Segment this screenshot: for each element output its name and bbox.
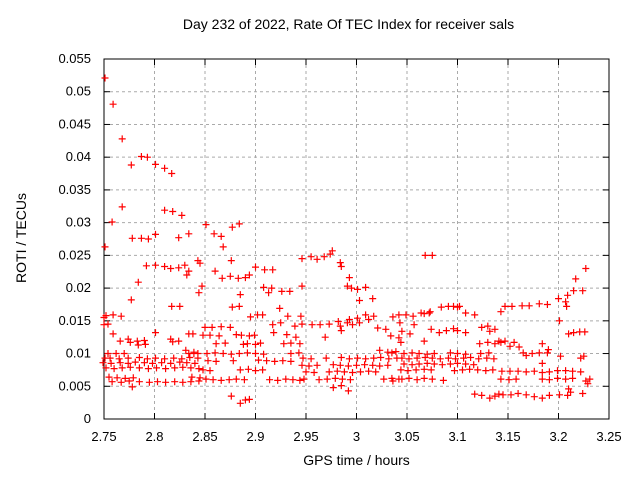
x-tick-label: 2.8	[145, 429, 163, 444]
x-tick-label: 2.95	[293, 429, 318, 444]
y-tick-label: 0.05	[66, 84, 91, 99]
x-tick-label: 3.1	[448, 429, 466, 444]
y-tick-label: 0.04	[66, 149, 91, 164]
y-tick-label: 0.055	[58, 51, 91, 66]
y-tick-label: 0.03	[66, 215, 91, 230]
y-tick-label: 0.035	[58, 182, 91, 197]
chart-title: Day 232 of 2022, Rate Of TEC Index for r…	[182, 16, 515, 32]
y-tick-label: 0.015	[58, 313, 91, 328]
x-tick-label: 3.25	[596, 429, 621, 444]
y-tick-label: 0	[84, 411, 91, 426]
x-tick-label: 2.75	[91, 429, 116, 444]
y-tick-label: 0.025	[58, 247, 91, 262]
scatter-plus-markers	[99, 74, 594, 407]
x-tick-label: 2.85	[192, 429, 217, 444]
x-tick-label: 3.05	[394, 429, 419, 444]
x-tick-label: 3	[353, 429, 360, 444]
x-tick-label: 2.9	[246, 429, 264, 444]
y-tick-label: 0.01	[66, 346, 91, 361]
y-tick-label: 0.02	[66, 280, 91, 295]
x-tick-label: 3.15	[495, 429, 520, 444]
x-tick-label: 3.2	[549, 429, 567, 444]
y-tick-label: 0.005	[58, 378, 91, 393]
x-axis-label: GPS time / hours	[303, 452, 410, 468]
y-tick-label: 0.045	[58, 116, 91, 131]
